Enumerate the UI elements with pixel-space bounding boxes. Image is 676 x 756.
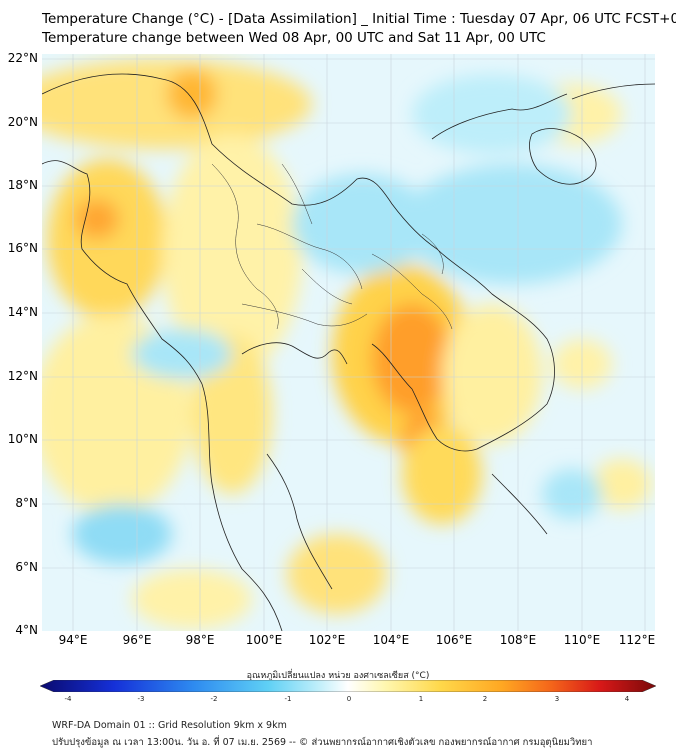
colorbar-tick: -1 xyxy=(284,695,292,703)
lon-label: 98°E xyxy=(185,633,215,647)
footer-credit: ปรับปรุงข้อมูล ณ เวลา 13:00น. วัน อ. ที่… xyxy=(52,737,593,748)
map-subtitle: Temperature change between Wed 08 Apr, 0… xyxy=(42,30,546,46)
map-panel: 22°N 20°N 18°N 16°N 14°N 12°N 10°N 8°N 6… xyxy=(8,51,655,637)
graticule xyxy=(42,54,655,631)
colorbar-tick: -3 xyxy=(137,695,145,703)
colorbar-tick: 2 xyxy=(482,695,488,703)
lat-label: 22°N xyxy=(7,51,38,65)
lon-label: 112°E xyxy=(618,633,656,647)
lat-label: 8°N xyxy=(15,496,38,510)
colorbar-bar xyxy=(40,680,656,692)
lon-label: 100°E xyxy=(245,633,283,647)
colorbar-tick: 4 xyxy=(624,695,630,703)
colorbar-tick: 3 xyxy=(554,695,560,703)
coastlines xyxy=(42,73,655,631)
colorbar-title: อุณหภูมิเปลี่ยนแปลง หน่วย องศาเซลเซียส (… xyxy=(246,671,430,681)
footer-domain-info: WRF-DA Domain 01 :: Grid Resolution 9km … xyxy=(52,720,287,731)
colorbar-tick: 1 xyxy=(418,695,424,703)
lat-label: 14°N xyxy=(7,305,38,319)
lon-label: 102°E xyxy=(308,633,346,647)
lat-label: 20°N xyxy=(7,115,38,129)
lon-label: 94°E xyxy=(58,633,88,647)
map-title: Temperature Change (°C) - [Data Assimila… xyxy=(42,11,676,27)
lat-label: 6°N xyxy=(15,560,38,574)
lon-label: 106°E xyxy=(435,633,473,647)
admin-borders xyxy=(211,163,453,330)
colorbar-tick: -4 xyxy=(64,695,72,703)
lon-label: 108°E xyxy=(499,633,537,647)
temperature-field xyxy=(42,59,652,629)
lat-label: 4°N xyxy=(15,623,38,637)
lon-label: 96°E xyxy=(122,633,152,647)
lat-label: 12°N xyxy=(7,369,38,383)
lat-label: 18°N xyxy=(7,178,38,192)
colorbar-tick: 0 xyxy=(346,695,352,703)
lon-label: 104°E xyxy=(372,633,410,647)
colorbar xyxy=(40,680,656,692)
lat-label: 10°N xyxy=(7,432,38,446)
lon-label: 110°E xyxy=(563,633,601,647)
lat-label: 16°N xyxy=(7,241,38,255)
temperature-change-map xyxy=(42,54,655,631)
colorbar-tick: -2 xyxy=(210,695,218,703)
